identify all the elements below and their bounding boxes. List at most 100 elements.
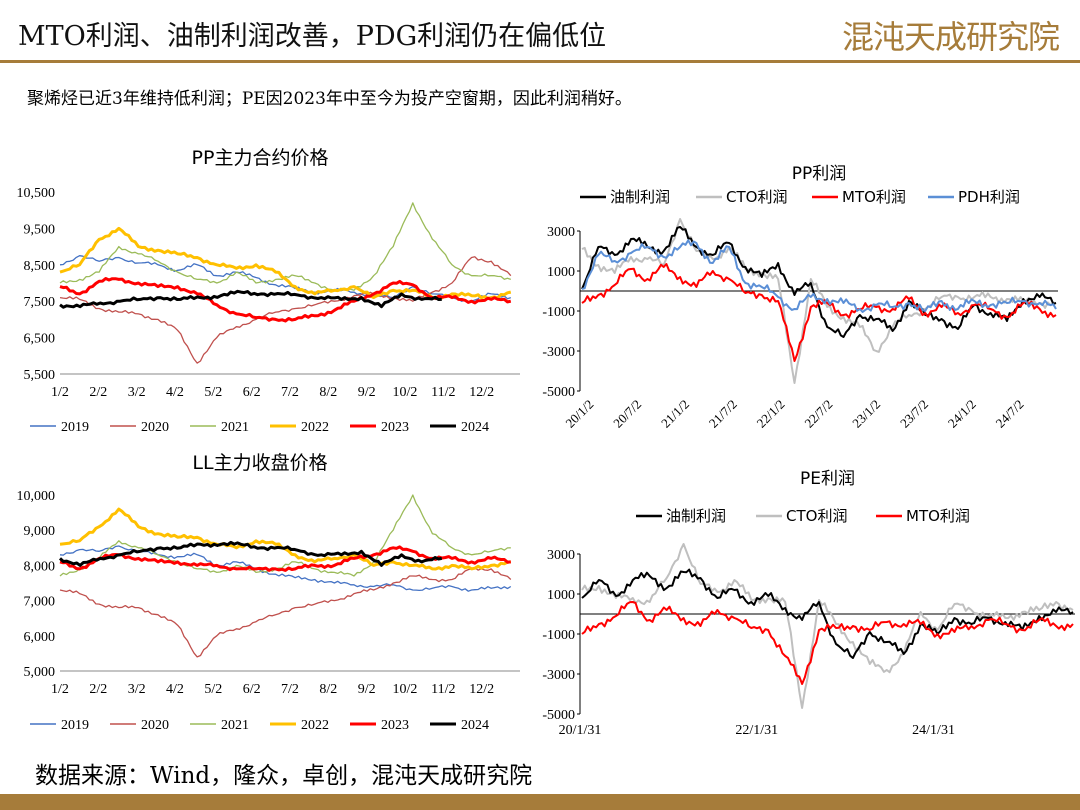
y-tick-label: 6,500 xyxy=(24,332,56,347)
x-tick-label: 5/2 xyxy=(204,682,222,697)
y-tick-label: -3000 xyxy=(542,345,575,360)
x-tick-label: 12/2 xyxy=(469,385,494,400)
y-tick-label: 9,500 xyxy=(24,222,56,237)
y-tick-label: -5000 xyxy=(542,708,575,723)
x-tick-label: 20/7/2 xyxy=(610,397,644,431)
y-tick-label: 1000 xyxy=(547,265,575,280)
y-tick-label: 1000 xyxy=(547,588,575,603)
legend-label: 2024 xyxy=(461,420,489,435)
series-line-2024 xyxy=(59,289,442,309)
x-tick-label: 20/1/2 xyxy=(562,397,596,431)
legend-label: MTO利润 xyxy=(842,188,906,206)
chart-title: PP主力合约价格 xyxy=(192,147,329,169)
legend-label: 2019 xyxy=(61,718,89,733)
series-line-MTO利润 xyxy=(581,601,1074,685)
x-tick-label: 8/2 xyxy=(319,682,337,697)
y-tick-label: 9,000 xyxy=(24,524,56,539)
x-tick-label: 11/2 xyxy=(431,682,455,697)
y-tick-label: 10,000 xyxy=(17,489,56,504)
legend-label: 2020 xyxy=(141,420,169,435)
page-title: MTO利润、油制利润改善，PDG利润仍在偏低位 xyxy=(18,21,607,52)
legend-label: MTO利润 xyxy=(906,507,970,525)
y-tick-label: 6,000 xyxy=(24,630,56,645)
x-tick-label: 4/2 xyxy=(166,682,184,697)
y-tick-label: 5,000 xyxy=(24,665,56,680)
y-tick-label: 8,000 xyxy=(24,559,56,574)
y-tick-label: 7,500 xyxy=(24,295,56,310)
y-tick-label: 10,500 xyxy=(17,186,56,201)
x-tick-label: 1/2 xyxy=(51,682,69,697)
x-tick-label: 2/2 xyxy=(89,385,107,400)
y-tick-label: 5,500 xyxy=(24,368,56,383)
footer-bar xyxy=(0,794,1080,810)
subtitle: 聚烯烃已近3年维持低利润；PE因2023年中至今为投产空窗期，因此利润稍好。 xyxy=(27,89,632,109)
x-tick-label: 1/2 xyxy=(51,385,69,400)
x-tick-label: 10/2 xyxy=(393,682,418,697)
x-tick-label: 9/2 xyxy=(358,385,376,400)
x-tick-label: 3/2 xyxy=(128,385,146,400)
x-tick-label: 3/2 xyxy=(128,682,146,697)
y-tick-label: -3000 xyxy=(542,668,575,683)
chart-title: PP利润 xyxy=(792,164,847,184)
x-tick-label: 9/2 xyxy=(358,682,376,697)
chart-title: LL主力收盘价格 xyxy=(192,452,327,474)
x-tick-label: 22/7/2 xyxy=(801,397,835,431)
x-tick-label: 22/1/31 xyxy=(735,723,778,738)
x-tick-label: 5/2 xyxy=(204,385,222,400)
legend-label: PDH利润 xyxy=(958,188,1020,206)
series-line-2021 xyxy=(59,202,512,292)
legend-label: 2021 xyxy=(221,420,249,435)
logo-text: 混沌天成研究院 xyxy=(842,19,1059,55)
y-tick-label: 3000 xyxy=(547,548,575,563)
x-tick-label: 12/2 xyxy=(469,682,494,697)
x-tick-label: 24/7/2 xyxy=(993,397,1027,431)
series-line-油制利润 xyxy=(581,226,1057,338)
ll-price-chart: LL主力收盘价格 10,000 9,000 8,000 7,000 6,000 5,000 1… xyxy=(17,452,520,733)
legend-label: 2022 xyxy=(301,718,329,733)
brand-logo: 混沌天成研究院 xyxy=(842,19,1060,55)
x-tick-label: 4/2 xyxy=(166,385,184,400)
series-line-PDH利润 xyxy=(581,239,1057,313)
x-tick-label: 22/1/2 xyxy=(754,397,788,431)
legend-label: CTO利润 xyxy=(726,188,787,206)
y-tick-label: -1000 xyxy=(542,305,575,320)
legend-label: 2023 xyxy=(381,420,409,435)
y-tick-label: 7,000 xyxy=(24,595,56,610)
series-line-2021 xyxy=(59,494,511,577)
header-rule xyxy=(0,60,1080,63)
series-line-2020 xyxy=(59,256,512,364)
x-tick-label: 21/1/2 xyxy=(658,397,692,431)
legend-label: 2021 xyxy=(221,718,249,733)
legend-label: 2024 xyxy=(461,718,489,733)
legend-label: 2020 xyxy=(141,718,169,733)
y-tick-label: 3000 xyxy=(547,225,575,240)
series-line-CTO利润 xyxy=(581,543,1074,709)
x-tick-label: 2/2 xyxy=(89,682,107,697)
x-tick-label: 24/1/31 xyxy=(912,723,955,738)
series-line-2022 xyxy=(59,507,511,571)
legend-label: 油制利润 xyxy=(610,188,670,206)
chart-title: PE利润 xyxy=(800,469,855,489)
series-line-2019 xyxy=(59,255,512,304)
pp-price-chart: PP主力合约价格 10,500 9,500 8,500 7,500 6,500 5,500 1… xyxy=(17,147,520,435)
x-tick-label: 21/7/2 xyxy=(706,397,740,431)
legend-label: 2019 xyxy=(61,420,89,435)
x-tick-label: 6/2 xyxy=(243,682,261,697)
x-tick-label: 7/2 xyxy=(281,682,299,697)
x-tick-label: 23/7/2 xyxy=(897,397,931,431)
x-tick-label: 8/2 xyxy=(319,385,337,400)
x-tick-label: 11/2 xyxy=(431,385,455,400)
data-source-note: 数据来源：Wind，隆众，卓创，混沌天成研究院 xyxy=(35,763,533,789)
x-tick-label: 24/1/2 xyxy=(945,397,979,431)
x-tick-label: 6/2 xyxy=(243,385,261,400)
legend-label: 2023 xyxy=(381,718,409,733)
series-line-2024 xyxy=(58,540,443,567)
y-tick-label: -5000 xyxy=(542,385,575,400)
x-tick-label: 7/2 xyxy=(281,385,299,400)
series-line-2020 xyxy=(59,567,512,658)
legend-label: CTO利润 xyxy=(786,507,847,525)
y-tick-label: 8,500 xyxy=(24,259,56,274)
x-tick-label: 10/2 xyxy=(393,385,418,400)
